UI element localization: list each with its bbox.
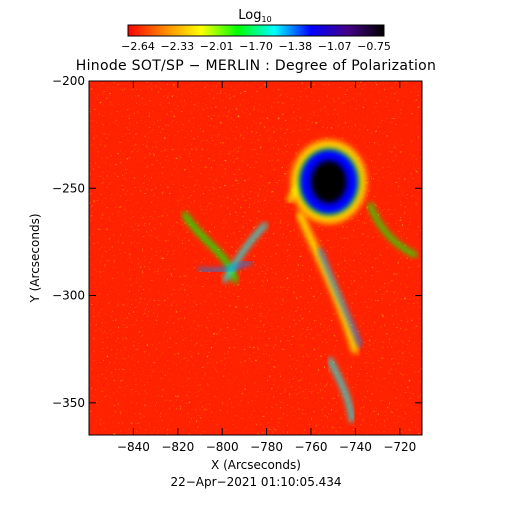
- colorbar-tick-label: −2.01: [200, 40, 234, 53]
- colorbar: [127, 24, 385, 37]
- polarization-filament: [198, 260, 252, 273]
- colorbar-tick-label: −1.38: [278, 40, 312, 53]
- polarization-filament: [327, 357, 355, 423]
- polarization-filament: [367, 202, 418, 258]
- x-tick-label: −820: [161, 440, 194, 454]
- heatmap-noise: [89, 81, 422, 435]
- y-axis-label: Y (Arcseconds): [28, 213, 42, 303]
- x-axis-label: X (Arcseconds): [211, 458, 301, 472]
- polarization-filament: [318, 248, 362, 347]
- x-tick-label: −800: [206, 440, 239, 454]
- colorbar-tick-label: −0.75: [357, 40, 391, 53]
- y-tick-label: −350: [52, 396, 85, 410]
- x-tick-label: −720: [383, 440, 416, 454]
- polarization-filament: [222, 222, 268, 283]
- x-tick-label: −840: [117, 440, 150, 454]
- polarization-features: [182, 139, 418, 423]
- colorbar-tick-label: −2.33: [160, 40, 194, 53]
- x-tick-label: −780: [250, 440, 283, 454]
- colorbar-ticks: −2.64 −2.33 −2.01 −1.70 −1.38 −1.07 −0.75: [121, 40, 391, 53]
- y-axis: −200 −250 −300 −350: [52, 74, 422, 410]
- y-tick-label: −300: [52, 289, 85, 303]
- colorbar-tick-label: −2.64: [121, 40, 155, 53]
- chart-title: Hinode SOT/SP − MERLIN : Degree of Polar…: [76, 58, 436, 74]
- y-tick-label: −200: [52, 74, 85, 88]
- colorbar-tick-label: −1.07: [318, 40, 352, 53]
- colorbar-tick-label: −1.70: [239, 40, 273, 53]
- x-axis: −840 −820 −800 −780 −760 −740 −720: [117, 81, 416, 454]
- x-tick-label: −740: [339, 440, 372, 454]
- polarization-spot: [311, 160, 347, 204]
- polarization-filament: [296, 211, 359, 354]
- y-tick-label: −250: [52, 181, 85, 195]
- plot-frame: [88, 80, 423, 436]
- x-tick-label: −760: [295, 440, 328, 454]
- heatmap-image: [89, 81, 422, 435]
- colorbar-label: Log10: [238, 8, 271, 24]
- timestamp: 22−Apr−2021 01:10:05.434: [170, 475, 341, 489]
